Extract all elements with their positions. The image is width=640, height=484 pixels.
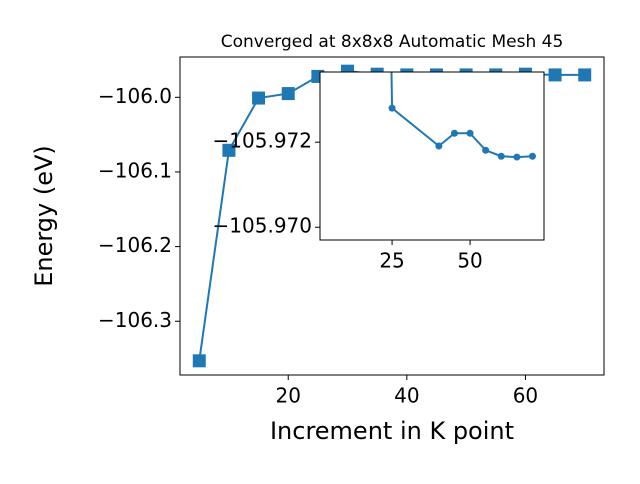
marker bbox=[281, 87, 295, 101]
y-tick-label: −106.2 bbox=[98, 233, 172, 257]
marker bbox=[252, 91, 266, 105]
x-tick-label: 20 bbox=[275, 384, 300, 408]
marker bbox=[528, 152, 536, 160]
marker bbox=[192, 354, 206, 368]
y-tick-label: −106.1 bbox=[98, 158, 172, 182]
x-tick-label: 50 bbox=[457, 249, 482, 273]
y-tick-label: −106.0 bbox=[98, 84, 172, 108]
y-tick-label: −105.970 bbox=[213, 214, 312, 238]
marker bbox=[578, 68, 592, 82]
y-axis-label: Energy (eV) bbox=[30, 145, 58, 287]
axes-frame bbox=[179, 56, 605, 376]
marker bbox=[435, 142, 443, 150]
marker bbox=[388, 104, 396, 112]
marker bbox=[466, 129, 474, 137]
marker bbox=[222, 143, 236, 157]
x-tick-label: 40 bbox=[394, 384, 419, 408]
x-tick-label: 25 bbox=[379, 249, 404, 273]
x-tick-label: 60 bbox=[513, 384, 538, 408]
x-axis-label: Increment in K point bbox=[270, 417, 514, 445]
chart-title: Converged at 8x8x8 Automatic Mesh 45 bbox=[221, 32, 564, 52]
axes-frame bbox=[319, 71, 545, 241]
y-tick-label: −105.972 bbox=[213, 129, 312, 153]
marker bbox=[513, 153, 521, 161]
marker bbox=[548, 68, 562, 82]
marker bbox=[497, 152, 505, 160]
marker bbox=[482, 146, 490, 154]
marker bbox=[450, 129, 458, 137]
y-tick-label: −106.3 bbox=[98, 308, 172, 332]
